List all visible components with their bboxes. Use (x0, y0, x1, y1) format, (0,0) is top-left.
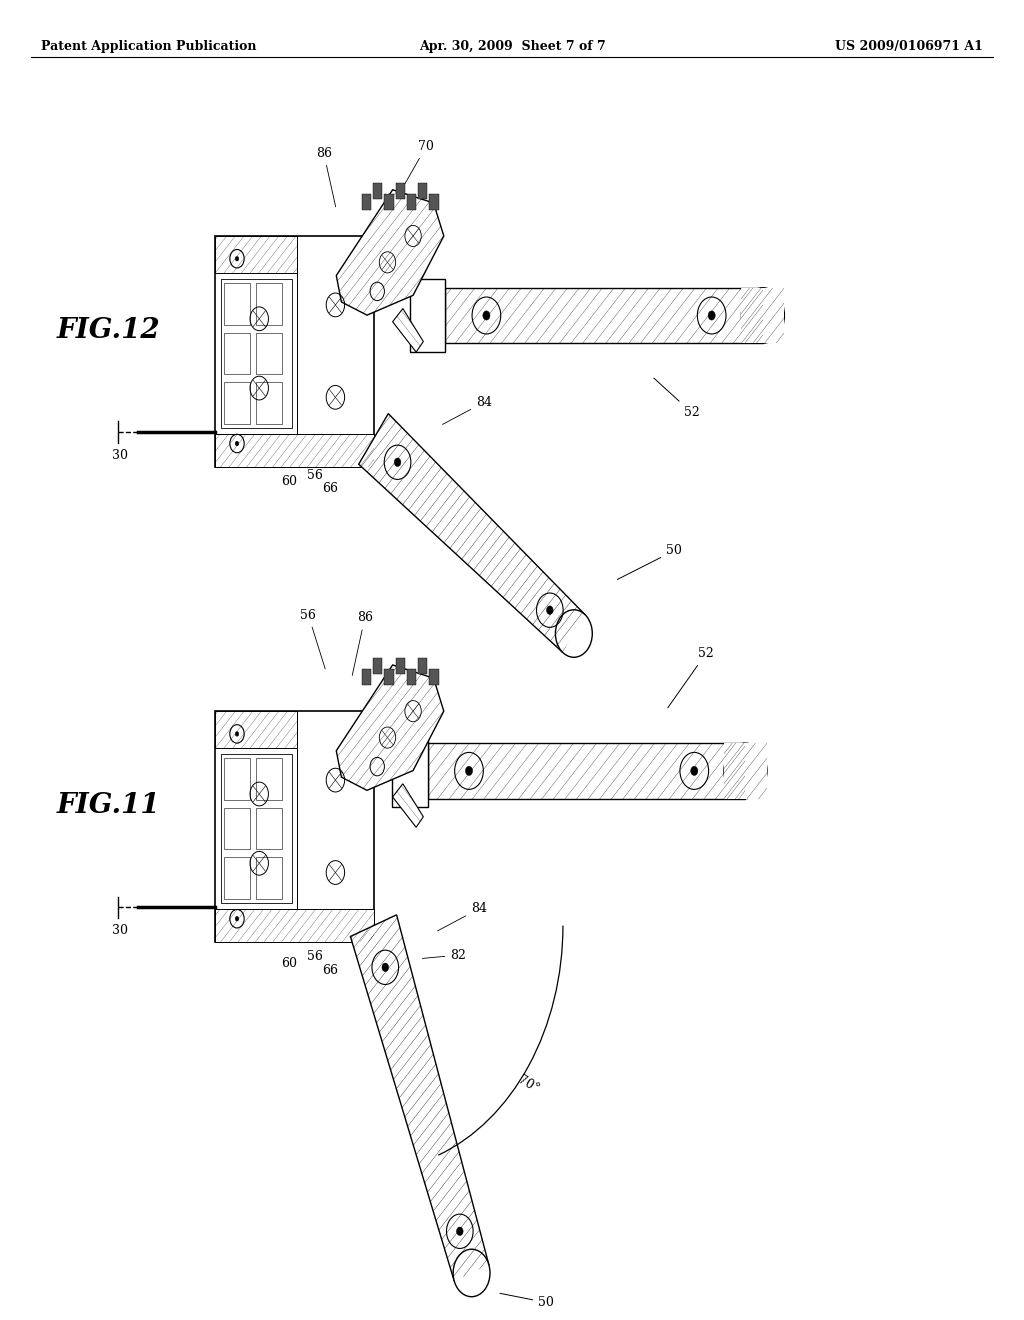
Text: FIG.11: FIG.11 (56, 792, 160, 818)
Bar (429, 194, 438, 210)
Bar (224, 284, 250, 325)
Polygon shape (336, 665, 443, 791)
Text: 60: 60 (282, 957, 298, 970)
Circle shape (547, 606, 553, 615)
Text: 52: 52 (654, 378, 699, 418)
Text: 52: 52 (668, 647, 714, 708)
Polygon shape (215, 909, 374, 942)
Bar (384, 194, 393, 210)
Polygon shape (350, 915, 488, 1282)
Text: 50: 50 (500, 1294, 554, 1309)
Bar (392, 735, 428, 807)
Circle shape (236, 441, 239, 446)
Text: 50: 50 (617, 544, 682, 579)
Circle shape (724, 743, 767, 799)
Text: 60: 60 (282, 475, 298, 488)
Bar (395, 183, 404, 199)
Text: 70°: 70° (516, 1073, 542, 1096)
Circle shape (483, 312, 489, 321)
Text: 66: 66 (323, 482, 339, 495)
Bar (224, 858, 250, 899)
Bar (224, 333, 250, 375)
Bar (221, 280, 293, 428)
Text: 56: 56 (307, 950, 324, 964)
Text: 66: 66 (323, 964, 339, 977)
Circle shape (382, 964, 388, 972)
Bar (410, 280, 445, 351)
Bar (224, 808, 250, 850)
Polygon shape (392, 784, 423, 828)
Text: 56: 56 (300, 609, 326, 669)
Circle shape (454, 1249, 490, 1296)
Bar (384, 669, 393, 685)
Circle shape (690, 766, 697, 776)
Bar (429, 669, 438, 685)
Bar (407, 194, 416, 210)
Bar (407, 669, 416, 685)
Polygon shape (445, 288, 763, 343)
Text: 82: 82 (422, 949, 466, 962)
Text: 84: 84 (442, 396, 492, 425)
Polygon shape (428, 743, 745, 799)
Bar (215, 710, 374, 942)
Circle shape (555, 610, 592, 657)
Text: Patent Application Publication: Patent Application Publication (41, 40, 256, 53)
Text: 70: 70 (399, 140, 434, 194)
Bar (256, 284, 283, 325)
Bar (373, 659, 382, 675)
Polygon shape (215, 236, 297, 273)
Text: FIG.12: FIG.12 (56, 317, 160, 343)
Circle shape (394, 458, 400, 466)
Bar (373, 183, 382, 199)
Text: 86: 86 (352, 611, 373, 676)
Circle shape (457, 1228, 463, 1236)
Text: 84: 84 (437, 903, 486, 931)
Polygon shape (336, 190, 443, 315)
Bar (361, 669, 371, 685)
Bar (256, 383, 283, 424)
Bar (256, 333, 283, 375)
Text: US 2009/0106971 A1: US 2009/0106971 A1 (836, 40, 983, 53)
Polygon shape (724, 743, 767, 799)
Circle shape (236, 256, 239, 261)
Circle shape (236, 916, 239, 921)
Circle shape (236, 731, 239, 737)
Polygon shape (215, 710, 297, 747)
Circle shape (465, 766, 472, 776)
Polygon shape (215, 434, 374, 467)
Bar (256, 858, 283, 899)
Circle shape (709, 312, 715, 321)
Bar (221, 755, 293, 903)
Polygon shape (392, 309, 423, 352)
Bar (224, 383, 250, 424)
Bar (224, 758, 250, 800)
Text: 30: 30 (112, 449, 128, 462)
Polygon shape (741, 288, 784, 343)
Bar (395, 659, 404, 675)
Bar (361, 194, 371, 210)
Bar (418, 183, 427, 199)
Text: 86: 86 (315, 147, 336, 207)
Text: 56: 56 (307, 469, 324, 482)
Circle shape (741, 288, 784, 343)
Bar (418, 659, 427, 675)
Text: Apr. 30, 2009  Sheet 7 of 7: Apr. 30, 2009 Sheet 7 of 7 (419, 40, 605, 53)
Bar (215, 236, 374, 467)
Polygon shape (358, 413, 585, 652)
Text: 30: 30 (112, 924, 128, 937)
Bar (256, 758, 283, 800)
Bar (256, 808, 283, 850)
